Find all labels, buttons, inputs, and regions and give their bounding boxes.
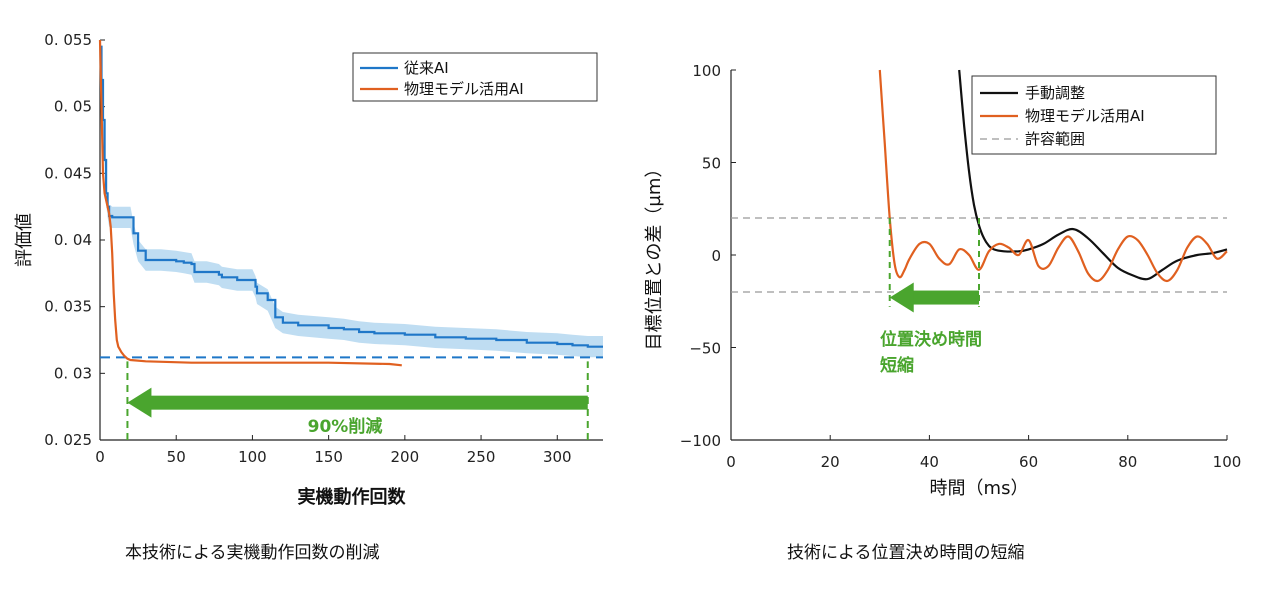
left-x-tick-label: 0 (95, 448, 105, 466)
left-x-tick-label: 100 (238, 448, 267, 466)
left-y-tick-label: 0. 025 (44, 431, 92, 449)
right-y-tick-label: −50 (689, 340, 721, 358)
right-y-axis-label: 目標位置との差（µm） (644, 160, 665, 351)
left-y-tick-label: 0. 035 (44, 298, 92, 316)
left-x-tick-label: 50 (167, 448, 186, 466)
right-y-tick-label: 50 (702, 155, 721, 173)
left-caption: 本技術による実機動作回数の削減 (125, 543, 380, 563)
right-y-tick-label: 100 (692, 62, 721, 80)
left-y-tick-label: 0. 04 (54, 231, 92, 249)
right-y-tick-label: 0 (711, 247, 721, 265)
legend-physics-label: 物理モデル活用AI (404, 80, 524, 98)
right-x-tick-label: 20 (821, 453, 840, 471)
left-y-tick-label: 0. 05 (54, 98, 92, 116)
left-y-axis-label: 評価値 (14, 213, 35, 267)
right-x-tick-label: 80 (1118, 453, 1137, 471)
physics-model-ai-line (98, 39, 402, 367)
legend-physics-ai-label: 物理モデル活用AI (1025, 107, 1145, 125)
left-y-tick-label: 0. 055 (44, 31, 92, 49)
right-y-tick-label: −100 (680, 432, 721, 450)
right-shortening-arrow-shaft (911, 290, 979, 305)
right-x-tick-label: 0 (726, 453, 736, 471)
legend-tolerance-label: 許容範囲 (1025, 130, 1085, 148)
physics-model-ai-response-line (878, 69, 1228, 283)
left-legend-box (352, 52, 598, 102)
left-x-tick-label: 300 (543, 448, 572, 466)
left-y-tick-label: 0. 03 (54, 364, 92, 382)
legend-manual-label: 手動調整 (1025, 84, 1085, 102)
right-x-axis-label: 時間（ms） (930, 478, 1029, 499)
shortening-label-line1: 位置決め時間 (880, 329, 982, 350)
right-shortening-arrow-head (889, 282, 914, 313)
right-caption: 技術による位置決め時間の短縮 (787, 543, 1025, 563)
left-y-tick-label: 0. 045 (44, 164, 92, 182)
reduction-label: 90%削減 (308, 416, 383, 437)
right-x-tick-label: 60 (1019, 453, 1038, 471)
left-x-tick-label: 200 (391, 448, 420, 466)
left-reduction-arrow-head (127, 387, 152, 418)
left-x-tick-label: 250 (467, 448, 496, 466)
shortening-label-line2: 短縮 (880, 355, 914, 376)
left-x-tick-label: 150 (314, 448, 343, 466)
left-x-axis-label: 実機動作回数 (298, 486, 407, 508)
left-reduction-arrow-shaft (149, 395, 588, 410)
right-x-tick-label: 40 (920, 453, 939, 471)
legend-conventional-label: 従来AI (404, 59, 449, 77)
right-x-tick-label: 100 (1213, 453, 1242, 471)
